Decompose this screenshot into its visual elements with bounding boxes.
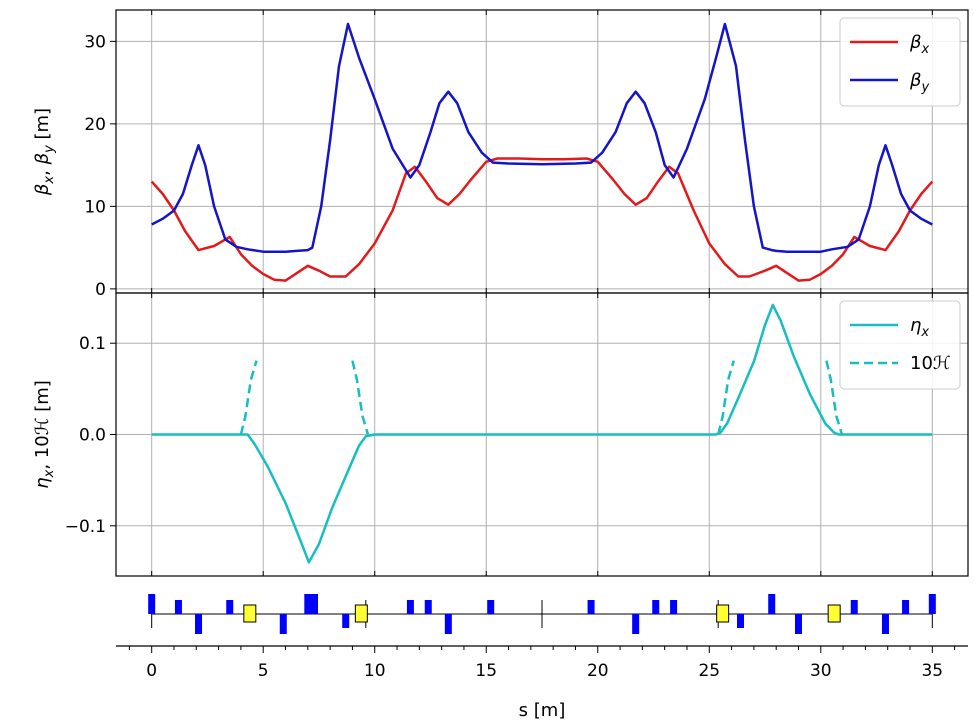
dipole-magnet — [827, 604, 841, 623]
quadrupole-magnet — [850, 600, 858, 614]
eta-y-label-sub-x: x — [42, 469, 57, 478]
beta-y-tick-label: 10 — [84, 197, 106, 217]
dispersion-legend-box — [839, 300, 961, 390]
beta-y-tick-label: 0 — [95, 280, 106, 300]
beta-y-axis-label: βx, βy [m] — [32, 108, 57, 196]
quadrupole-magnet — [444, 614, 452, 634]
eta-y-label-rest: , 10ℋ [m] — [32, 380, 53, 469]
eta-y-tick-label: −0.1 — [65, 517, 106, 537]
beta-y-label-beta-1: β — [32, 184, 53, 197]
legend-eta-x-base: η — [910, 315, 921, 336]
beta-grid — [116, 10, 968, 293]
quadrupole-magnet — [902, 600, 910, 614]
legend-beta-y-base: β — [909, 70, 922, 91]
beta-y-label-beta-2: β — [32, 153, 53, 166]
quadrupole-magnet — [304, 594, 312, 614]
eta-series-0 — [151, 303, 933, 564]
dipole-magnet — [354, 604, 368, 623]
dispersion-lines — [151, 303, 933, 564]
s-tick-label: 10 — [364, 661, 386, 681]
s-tick-label: 20 — [587, 661, 609, 681]
s-tick-label: 25 — [698, 661, 720, 681]
dipole-magnet — [243, 604, 257, 623]
quadrupole-magnet — [487, 600, 495, 614]
beta-y-tick-label: 20 — [84, 115, 106, 135]
dispersion-tick-marks: 0.1 0.0 −0.1 — [65, 293, 933, 576]
quadrupole-magnet — [342, 614, 350, 628]
quadrupole-magnet — [881, 614, 889, 634]
legend-eta-x-sub: x — [920, 325, 929, 340]
eta-y-tick-label: 0.1 — [79, 334, 106, 354]
quadrupole-magnet — [424, 600, 432, 614]
quadrupole-magnet — [737, 614, 745, 628]
s-tick-label: 5 — [258, 661, 269, 681]
s-tick-label: 15 — [475, 661, 497, 681]
legend-label-eta-x: ηx — [910, 315, 929, 340]
beta-series-0 — [150, 157, 934, 282]
legend-label-10H: 10ℋ — [910, 353, 951, 374]
s-tick-label: 30 — [810, 661, 832, 681]
dispersion-panel: 0.10.0−0.1 ηx, 10ℋ [m] ηx 10ℋ — [32, 292, 969, 577]
lattice-layout-panel — [148, 594, 936, 634]
quadrupole-magnet — [928, 594, 936, 614]
beta-y-label-sep: , — [32, 164, 53, 175]
quadrupole-magnet — [670, 600, 678, 614]
beta-legend: βx βy — [839, 17, 961, 107]
quadrupole-magnet — [148, 594, 156, 614]
quadrupole-magnet — [652, 600, 660, 614]
quadrupole-magnet — [406, 600, 414, 614]
s-axis: 0 5 10 15 20 25 30 35 — [116, 645, 968, 681]
quadrupole-magnet — [279, 614, 287, 634]
legend-beta-x-sub: x — [921, 42, 930, 57]
beta-lines — [150, 22, 934, 282]
beta-series-1 — [151, 22, 933, 253]
quadrupole-magnet — [768, 594, 776, 614]
beta-y-label-sub-y: y — [42, 145, 57, 154]
quadrupole-magnet — [226, 600, 234, 614]
legend-label-beta-x: βx — [909, 32, 930, 57]
quadrupole-magnet — [195, 614, 203, 634]
beta-legend-box — [839, 17, 961, 107]
eta-y-label-eta: η — [32, 477, 53, 488]
dispersion-y-axis-label: ηx, 10ℋ [m] — [32, 380, 57, 489]
eta-10H-series-0 — [239, 360, 258, 435]
eta-y-tick-label: 0.0 — [79, 426, 106, 446]
s-axis-label: s [m] — [519, 700, 566, 721]
quadrupole-magnet — [587, 600, 595, 614]
legend-label-beta-y: βy — [909, 70, 930, 95]
s-tick-label: 35 — [921, 661, 943, 681]
s-tick-label: 0 — [146, 661, 157, 681]
beta-y-label-sub-x: x — [42, 176, 57, 185]
beta-y-tick-label: 30 — [84, 32, 106, 52]
legend-beta-y-sub: y — [921, 80, 930, 95]
quadrupole-magnet — [794, 614, 802, 634]
quadrupole-magnet — [632, 614, 640, 634]
quadrupole-magnet — [311, 594, 319, 614]
legend-beta-x-base: β — [909, 32, 922, 53]
eta-10H-series-0 — [351, 360, 370, 435]
dispersion-legend: ηx 10ℋ — [839, 300, 961, 390]
quadrupole-magnet — [174, 600, 182, 614]
beta-y-label-unit: [m] — [32, 108, 53, 145]
beta-tick-marks: 0 10 20 30 — [84, 10, 933, 300]
dipole-magnet — [716, 604, 730, 623]
